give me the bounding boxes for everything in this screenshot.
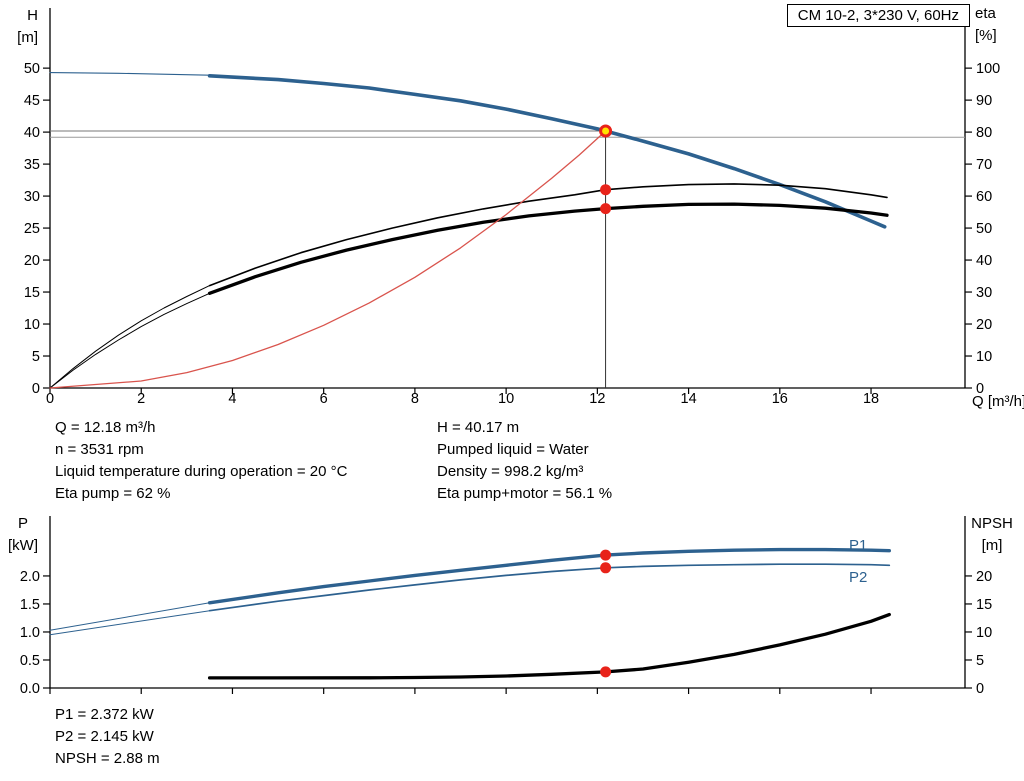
right-axis-tick-label: 0 (976, 681, 984, 697)
p-axis-symbol: P (17, 515, 28, 532)
right-axis-tick-label: 40 (976, 253, 992, 269)
x-axis-tick-label: 4 (228, 391, 236, 407)
left-axis-tick-label: 1.5 (20, 597, 40, 613)
info-eta-pump: Eta pump = 62 % (55, 485, 171, 502)
head-efficiency-chart: 0510152025303540455001020304050607080901… (24, 8, 1000, 407)
left-axis-tick-label: 0 (32, 381, 40, 397)
duty-info-column-right: H = 40.17 m Pumped liquid = Water Densit… (437, 417, 612, 505)
eta-pump-extension (49, 285, 211, 389)
h-axis-unit: [m] (17, 29, 38, 46)
right-axis-tick-label: 0 (976, 381, 984, 397)
bottom-left-axis-title: P [kW] (4, 513, 42, 557)
top-right-axis-title: eta [%] (975, 3, 997, 47)
left-axis-tick-label: 20 (24, 253, 40, 269)
info-eta-pump-motor: Eta pump+motor = 56.1 % (437, 485, 613, 502)
x-axis-tick-label: 0 (46, 391, 54, 407)
x-axis-tick-label: 14 (681, 391, 697, 407)
p2-extension (49, 610, 211, 636)
right-axis-tick-label: 70 (976, 157, 992, 173)
left-axis-tick-label: 2.0 (20, 569, 40, 585)
info-speed: n = 3531 rpm (55, 441, 144, 458)
x-axis-tick-label: 10 (498, 391, 514, 407)
npsh-curve (207, 612, 891, 680)
x-axis-tick-label: 8 (411, 391, 419, 407)
left-axis-tick-label: 10 (24, 317, 40, 333)
bottom-right-axis-title: NPSH [m] (967, 513, 1017, 557)
right-axis-tick-label: 90 (976, 93, 992, 109)
right-axis-tick-label: 100 (976, 61, 1000, 77)
npsh-axis-unit: [m] (981, 537, 1003, 554)
p-axis-unit: [kW] (8, 537, 38, 554)
power-npsh-chart: 0.0 0.5 1.0 1.5 2.0 0 5 10 15 20 (20, 516, 992, 697)
eta-axis-symbol: eta (975, 5, 996, 22)
power-npsh-info: P1 = 2.372 kW P2 = 2.145 kW NPSH = 2.88 … (55, 704, 160, 770)
eta-pump-duty-dot (600, 184, 612, 196)
right-axis-tick-label: 20 (976, 317, 992, 333)
info-flow: Q = 12.18 m³/h (55, 419, 156, 436)
eta-pump-motor-curve (207, 202, 889, 295)
p1-extension (49, 602, 211, 631)
h-curve (207, 74, 887, 229)
left-axis-tick-label: 50 (24, 61, 40, 77)
h-curve-extension (49, 72, 211, 76)
left-axis-tick-label: 30 (24, 189, 40, 205)
h-axis-symbol: H (27, 7, 38, 24)
p2-curve (208, 563, 891, 612)
left-axis-tick-label: 25 (24, 221, 40, 237)
eta-axis-unit: [%] (975, 27, 997, 44)
right-axis-tick-label: 15 (976, 597, 992, 613)
x-axis-tick-label: 12 (589, 391, 605, 407)
x-axis-tick-label: 6 (320, 391, 328, 407)
p2-curve-label: P2 (849, 569, 868, 586)
info-head: H = 40.17 m (437, 419, 520, 436)
right-axis-tick-label: 10 (976, 349, 992, 365)
x-axis-tick-label: 2 (137, 391, 145, 407)
info-npsh: NPSH = 2.88 m (55, 750, 160, 767)
left-axis-tick-label: 1.0 (20, 625, 40, 641)
info-pumped-liquid: Pumped liquid = Water (437, 441, 589, 458)
left-axis-tick-label: 0.0 (20, 681, 40, 697)
top-left-axis-title: H [m] (6, 5, 38, 49)
p1-curve-label: P1 (849, 537, 868, 554)
eta-pump-motor-extension (49, 292, 211, 389)
p2-duty-dot (600, 562, 612, 574)
right-axis-tick-label: 30 (976, 285, 992, 301)
npsh-axis-symbol: NPSH (971, 515, 1013, 532)
info-density: Density = 998.2 kg/m³ (437, 463, 584, 480)
right-axis-tick-label: 80 (976, 125, 992, 141)
right-axis-tick-label: 60 (976, 189, 992, 205)
right-axis-tick-label: 20 (976, 569, 992, 585)
info-p1: P1 = 2.372 kW (55, 706, 154, 723)
info-p2: P2 = 2.145 kW (55, 728, 154, 745)
system-curve (49, 130, 607, 389)
left-axis-tick-label: 15 (24, 285, 40, 301)
info-liquid-temperature: Liquid temperature during operation = 20… (55, 463, 348, 480)
q-axis-label: Q [m³/h] (972, 393, 1024, 410)
npsh-duty-dot (600, 666, 612, 678)
left-axis-tick-label: 35 (24, 157, 40, 173)
right-axis-tick-label: 50 (976, 221, 992, 237)
duty-point-marker[interactable] (599, 124, 613, 138)
duty-info-column-left: Q = 12.18 m³/h n = 3531 rpm Liquid tempe… (55, 417, 347, 505)
left-axis-tick-label: 0.5 (20, 653, 40, 669)
eta-pump-motor-duty-dot (600, 203, 612, 215)
right-axis-tick-label: 10 (976, 625, 992, 641)
x-axis-tick-label: 18 (863, 391, 879, 407)
right-axis-tick-label: 5 (976, 653, 984, 669)
eta-pump-curve (208, 183, 888, 287)
left-axis-tick-label: 40 (24, 125, 40, 141)
left-axis-tick-label: 5 (32, 349, 40, 365)
left-axis-tick-label: 45 (24, 93, 40, 109)
pump-model-badge: CM 10-2, 3*230 V, 60Hz (786, 4, 970, 27)
x-axis-tick-label: 16 (772, 391, 788, 407)
p1-duty-dot (600, 549, 612, 561)
p1-curve (207, 547, 891, 605)
